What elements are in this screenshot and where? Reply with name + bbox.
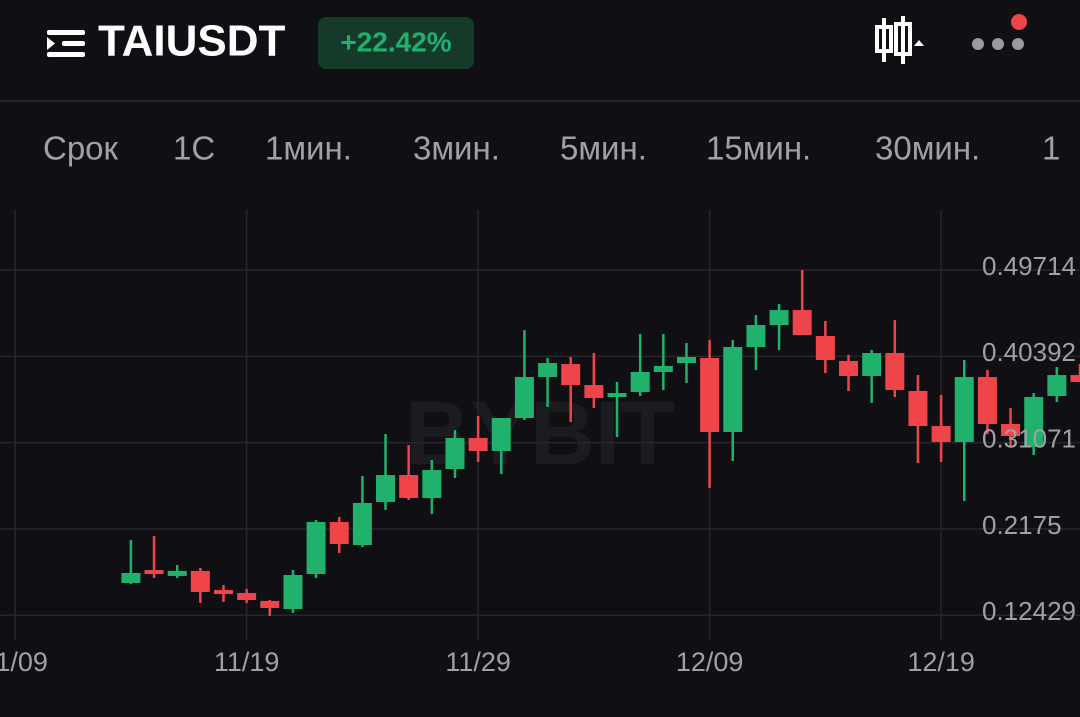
dot	[1012, 38, 1024, 50]
y-tick-label: 0.12429	[982, 596, 1076, 626]
candle-body	[514, 377, 534, 419]
candle-body	[329, 521, 349, 545]
interval-tab[interactable]: 3мин.	[413, 130, 500, 167]
x-tick-label: 12/09	[676, 647, 744, 677]
candle-body	[630, 372, 650, 392]
change-badge	[318, 17, 474, 69]
candle-body	[885, 353, 905, 391]
candle-body	[283, 575, 303, 609]
y-tick-label: 0.40392	[982, 337, 1076, 367]
candle-body	[1070, 375, 1080, 382]
icon-bar	[47, 52, 85, 57]
candle-body	[445, 438, 465, 470]
interval-tab[interactable]: 30мин.	[875, 130, 980, 167]
back-menu-icon[interactable]	[47, 30, 85, 57]
icon-arrow	[47, 37, 55, 50]
interval-tab[interactable]: 1	[1042, 130, 1060, 167]
notification-dot	[1011, 14, 1027, 30]
candle-body	[213, 590, 233, 594]
interval-tab[interactable]: 5мин.	[560, 130, 647, 167]
icon-body	[894, 22, 912, 56]
candle-body	[468, 438, 488, 451]
candle-body	[769, 310, 789, 326]
x-tick-label: 11/19	[214, 647, 280, 677]
dot	[972, 38, 984, 50]
candle-body	[144, 570, 164, 574]
candle-body	[376, 475, 396, 502]
y-tick-label: 0.49714	[982, 251, 1076, 281]
interval-tab[interactable]: 15мин.	[706, 130, 811, 167]
candle-body	[399, 475, 419, 498]
candle-body	[167, 570, 187, 576]
candle-body	[676, 357, 696, 364]
interval-tab[interactable]: Срок	[43, 130, 119, 167]
candle-body	[306, 521, 326, 574]
candle-body	[422, 470, 442, 498]
y-tick-label: 0.31071	[982, 424, 1076, 454]
x-tick-label: 11/09	[0, 647, 48, 677]
candle-body	[237, 592, 257, 601]
candle-body	[121, 572, 141, 583]
chart: BYBIT11/0911/1911/2912/0912/190.124290.2…	[0, 210, 1080, 677]
candle-body	[954, 377, 974, 442]
candle-body	[931, 425, 951, 442]
interval-tab[interactable]: 1С	[173, 130, 215, 167]
candle-body	[584, 385, 604, 399]
y-tick-label: 0.2175	[982, 510, 1062, 540]
icon-caret	[914, 40, 924, 46]
candle-body	[190, 570, 210, 592]
candle-body	[1047, 375, 1067, 396]
candle-body	[1024, 396, 1044, 447]
dot	[992, 38, 1004, 50]
candle-body	[491, 418, 511, 451]
interval-tab[interactable]: 1мин.	[265, 130, 352, 167]
chart-type-icon[interactable]	[875, 16, 924, 64]
candle-body	[561, 364, 581, 386]
candle-body	[653, 365, 673, 373]
candle-body	[815, 335, 835, 360]
candle-body	[700, 358, 720, 432]
x-tick-label: 11/29	[445, 647, 511, 677]
icon-bar	[47, 30, 85, 35]
change-value: +22.42%	[340, 26, 451, 57]
x-tick-label: 12/19	[907, 647, 975, 677]
candle-body	[260, 600, 280, 608]
more-menu[interactable]	[972, 14, 1027, 50]
candle-body	[746, 325, 766, 348]
candle-body	[792, 310, 812, 336]
symbol[interactable]: TAIUSDT	[98, 17, 286, 66]
candle-body	[839, 360, 859, 376]
candle-body	[538, 363, 558, 378]
icon-body	[875, 25, 893, 53]
candle-body	[352, 502, 372, 546]
candle-body	[908, 390, 928, 426]
candle-body	[607, 393, 627, 397]
candle-body	[977, 377, 997, 425]
candle-body	[723, 347, 743, 432]
candle-body	[862, 353, 882, 376]
icon-bar	[62, 41, 85, 46]
candle-body	[1001, 424, 1021, 437]
interval-tabs: Срок 1С 1мин. 3мин. 5мин. 15мин. 30мин. 1	[43, 130, 1060, 167]
